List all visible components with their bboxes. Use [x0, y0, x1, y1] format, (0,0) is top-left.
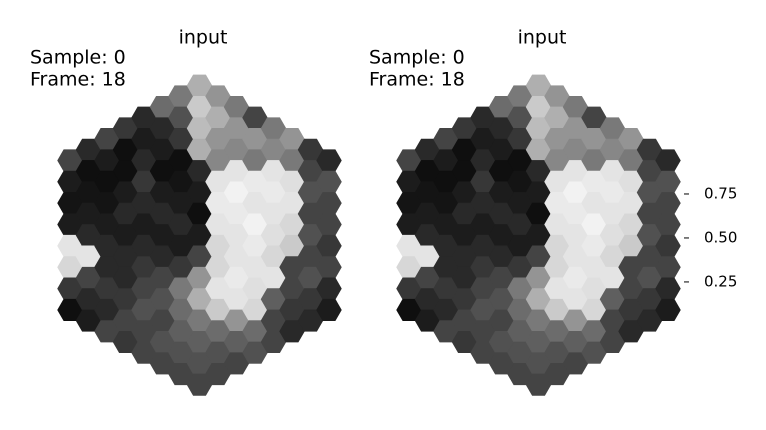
- colorbar-tick-label: 0.50: [704, 228, 737, 246]
- annotation: Frame: 18: [369, 69, 465, 91]
- annotation: Sample: 0: [30, 47, 126, 69]
- panel-title: input: [518, 27, 567, 49]
- panel-title: input: [179, 27, 228, 49]
- annotation: Sample: 0: [369, 47, 465, 69]
- colorbar-tick-label: 0.25: [704, 272, 737, 290]
- hex-cell: [316, 298, 342, 322]
- colorbar-tick-label: 0.75: [704, 184, 737, 202]
- hex-cell: [655, 298, 681, 322]
- annotation: Frame: 18: [30, 69, 126, 91]
